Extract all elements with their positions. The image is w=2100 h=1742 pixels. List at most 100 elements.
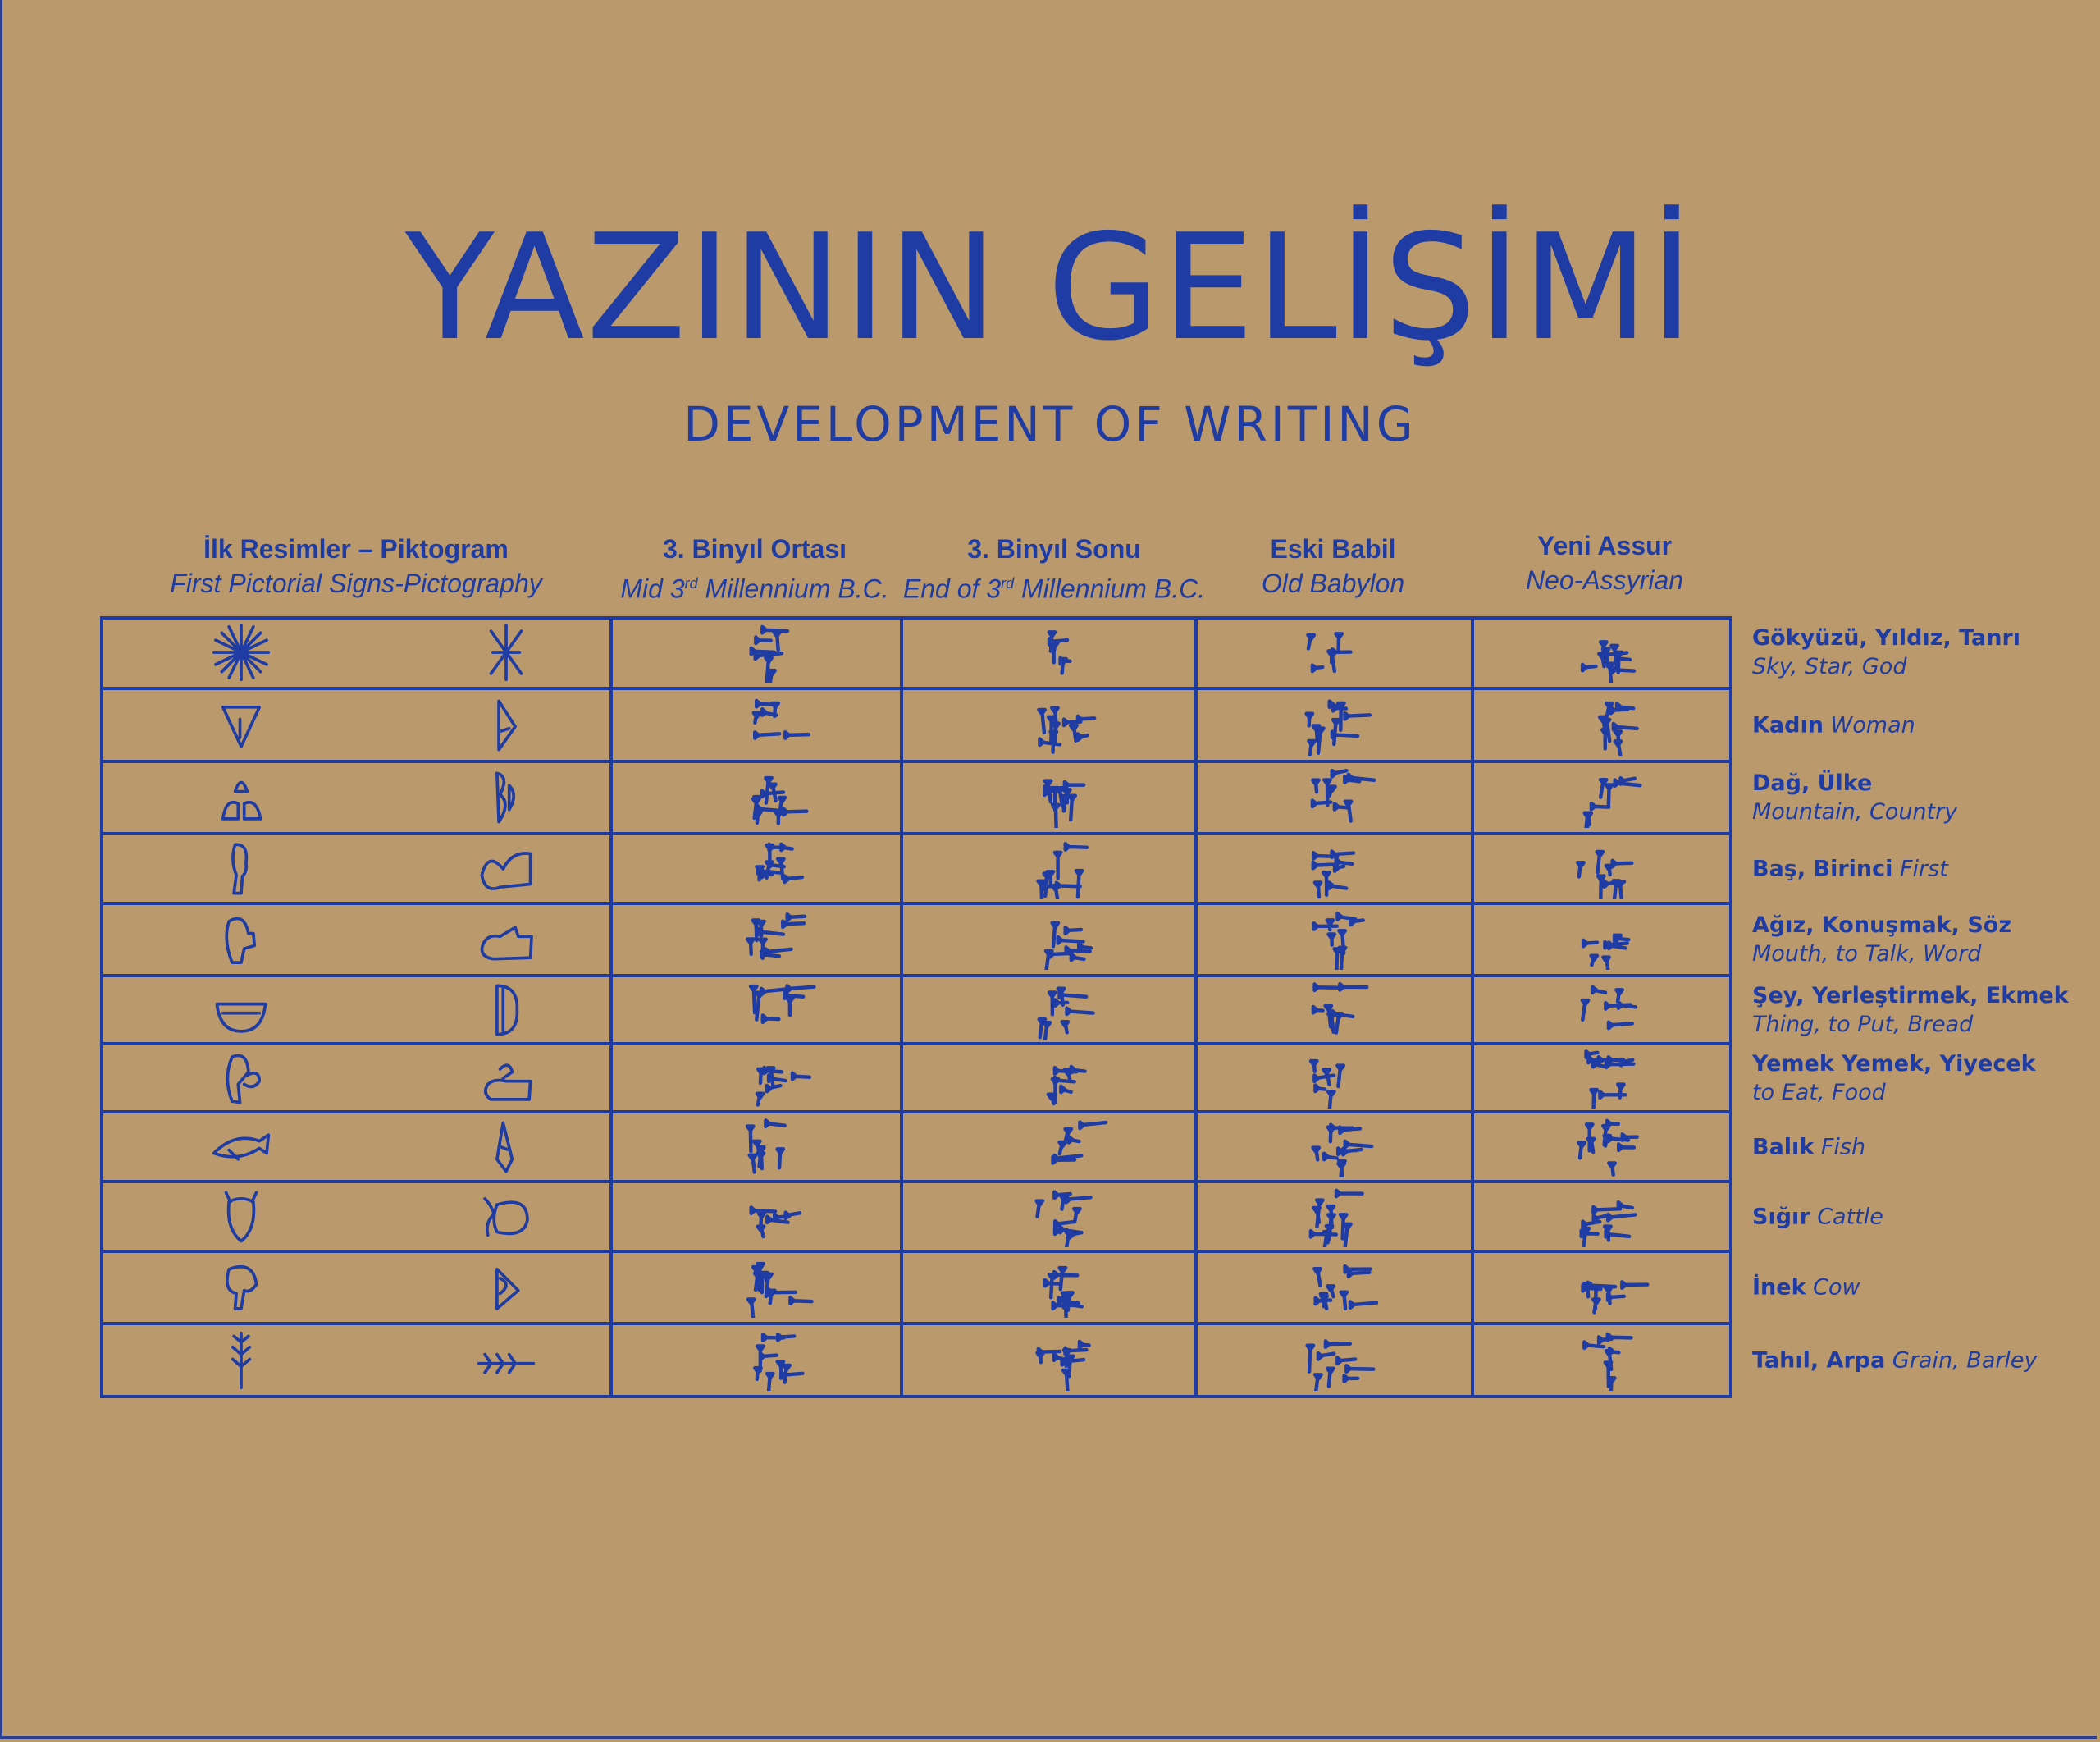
cow-sign-pictogram-early-icon [226,1264,258,1310]
head-sign-neo-assyrian-icon [1576,849,1634,899]
row-label-en: Cattle [1817,1204,1883,1229]
star-sign-pictogram-late-icon [489,623,523,682]
row-divider [100,832,1732,835]
column-title-en: End of 3rd Millennium B.C. [902,574,1206,604]
bowl-sign-old-babylon-icon [1311,981,1369,1035]
column-title-tr: Yeni Assur [1536,531,1673,560]
cow-sign-neo-assyrian-icon [1581,1280,1650,1315]
eat-sign-neo-assyrian-icon [1584,1049,1636,1109]
head-sign-pictogram-late-icon [480,851,532,890]
column-title-tr: Eski Babil [1270,534,1396,564]
cattle-sign-old-babylon-icon [1308,1188,1364,1247]
row-divider [100,1250,1732,1253]
row-divider [100,1042,1732,1045]
fish-sign-end-3rd-millennium-icon [1051,1119,1107,1165]
row-label-tr: Balık [1752,1134,1815,1159]
grain-sign-pictogram-early-icon [231,1331,252,1390]
row-label-en: Mountain, Country [1752,799,1958,825]
row-label: Dağ, Ülke Mountain, Country [1752,769,1957,826]
column-header-pictography: İlk Resimler – Piktogram First Pictorial… [170,532,541,601]
column-title-en: Old Babylon [1261,569,1405,598]
row-label: İnek Cow [1752,1273,1860,1302]
column-header-old-babylon: Eski Babil Old Babylon [1262,532,1404,601]
row-label-en: Cow [1813,1274,1860,1301]
column-divider [1471,616,1474,1398]
row-label: Ağız, Konuşmak, Söz Mouth, to Talk, Word [1752,911,2011,968]
bowl-sign-pictogram-late-icon [495,984,519,1036]
bowl-sign-neo-assyrian-icon [1580,984,1638,1030]
row-label: Sığır Cattle [1752,1202,1883,1231]
eat-sign-pictogram-early-icon [226,1054,262,1104]
mountain-sign-end-3rd-millennium-icon [1043,779,1086,828]
row-label: Yemek Yemek, Yiyecek to Eat, Food [1752,1049,2036,1107]
row-label-en: to Eat, Food [1752,1079,1886,1105]
row-label: Kadın Woman [1752,711,1915,739]
row-label-tr: Kadın [1752,712,1824,738]
column-title-tr: İlk Resimler – Piktogram [203,534,509,564]
eat-sign-old-babylon-icon [1308,1058,1346,1109]
page-subtitle: DEVELOPMENT OF WRITING [683,396,1417,452]
cow-sign-pictogram-late-icon [495,1267,520,1310]
woman-sign-end-3rd-millennium-icon [1037,705,1097,754]
column-title-en: Neo-Assyrian [1525,565,1684,595]
row-divider [100,687,1732,690]
cow-sign-old-babylon-icon [1312,1264,1378,1311]
column-title-tr: 3. Binyıl Sonu [967,534,1141,564]
row-label: Şey, Yerleştirmek, Ekmek Thing, to Put, B… [1752,981,2069,1039]
woman-sign-mid-3rd-millennium-icon [751,698,811,740]
cattle-sign-neo-assyrian-icon [1579,1200,1637,1247]
mountain-sign-mid-3rd-millennium-icon [751,775,809,825]
row-label: Gökyüzü, Yıldız, Tanrı Sky, Star, God [1752,624,2020,681]
row-label-tr: Dağ, Ülke [1752,770,1873,796]
grain-sign-pictogram-late-icon [477,1352,536,1374]
eat-sign-end-3rd-millennium-icon [1046,1064,1087,1105]
fish-sign-neo-assyrian-icon [1577,1118,1639,1177]
cattle-sign-pictogram-early-icon [224,1191,258,1242]
woman-sign-pictogram-late-icon [497,699,517,751]
row-label-en: Thing, to Put, Bread [1752,1011,1974,1037]
mouth-sign-pictogram-early-icon [225,917,257,964]
cattle-sign-end-3rd-millennium-icon [1034,1189,1093,1247]
column-divider [1194,616,1198,1398]
eat-sign-pictogram-late-icon [484,1063,532,1101]
star-sign-mid-3rd-millennium-icon [749,624,790,683]
column-divider [609,616,613,1398]
cattle-sign-pictogram-late-icon [483,1196,529,1237]
row-label-en: Sky, Star, God [1752,654,1907,679]
row-divider [100,902,1732,905]
row-label-tr: İnek [1752,1274,1806,1301]
row-label-tr: Baş, Birinci [1752,856,1893,881]
row-label-en: Grain, Barley [1892,1347,2038,1374]
mouth-sign-neo-assyrian-icon [1581,933,1631,970]
column-header-mid-3rd-millennium: 3. Binyıl Ortası Mid 3rd Millennium B.C. [620,532,888,606]
fish-sign-pictogram-late-icon [495,1121,514,1173]
row-label-en: Fish [1820,1134,1866,1159]
mountain-sign-pictogram-late-icon [495,771,516,824]
mountain-sign-neo-assyrian-icon [1582,776,1642,828]
grain-sign-mid-3rd-millennium-icon [753,1332,805,1391]
row-label-en: Mouth, to Talk, Word [1752,941,1982,967]
star-sign-old-babylon-icon [1306,632,1353,674]
column-divider [900,616,903,1398]
grain-sign-end-3rd-millennium-icon [1035,1339,1091,1391]
mountain-sign-old-babylon-icon [1310,768,1376,823]
column-title-tr: 3. Binyıl Ortası [662,534,847,564]
grain-sign-neo-assyrian-icon [1582,1332,1633,1391]
row-label-en: First [1900,856,1948,881]
row-divider [100,1180,1732,1183]
head-sign-old-babylon-icon [1311,848,1356,898]
cow-sign-end-3rd-millennium-icon [1043,1265,1084,1318]
signs-table [100,616,1732,1398]
mouth-sign-mid-3rd-millennium-icon [745,912,807,961]
mouth-sign-pictogram-late-icon [480,926,533,961]
row-label-en: Woman [1830,712,1915,738]
row-label: Baş, Birinci First [1752,854,1948,883]
woman-sign-neo-assyrian-icon [1597,701,1639,756]
row-label-tr: Gökyüzü, Yıldız, Tanrı [1752,625,2021,651]
head-sign-pictogram-early-icon [231,843,249,894]
column-title-en: Mid 3rd Millennium B.C. [620,574,889,604]
column-title-en: First Pictorial Signs-Pictography [170,569,542,598]
cow-sign-mid-3rd-millennium-icon [746,1261,814,1318]
star-sign-end-3rd-millennium-icon [1047,630,1072,675]
row-divider [100,974,1732,977]
